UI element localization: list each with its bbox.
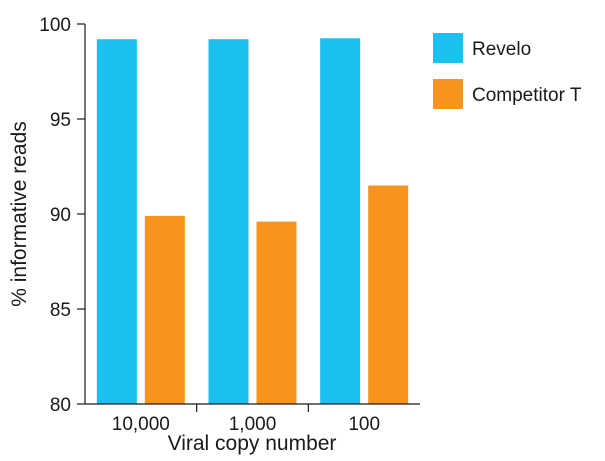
- y-ticks: 80 85 90 95 100: [39, 15, 85, 416]
- bar-competitor-t-2: [368, 186, 408, 405]
- y-axis-label: % informative reads: [8, 121, 31, 307]
- y-tick-label: 90: [50, 205, 71, 226]
- x-axis-label: Viral copy number: [168, 432, 337, 455]
- legend-label: Revelo: [472, 39, 531, 60]
- x-tick-label: 10,000: [112, 414, 170, 435]
- bar-revelo-0: [97, 39, 137, 404]
- x-ticks: 10,000 1,000 100: [112, 404, 380, 435]
- y-tick-label: 95: [50, 110, 71, 131]
- bar-competitor-t-1: [257, 222, 297, 404]
- y-tick-label: 80: [50, 395, 71, 416]
- y-tick-label: 100: [39, 15, 71, 36]
- y-tick-label: 85: [50, 300, 71, 321]
- bars-layer: [97, 38, 408, 404]
- x-tick-label: 100: [348, 414, 380, 435]
- legend-swatch-revelo: [433, 33, 463, 63]
- legend-swatch-competitor-t: [433, 79, 463, 109]
- bar-competitor-t-0: [145, 216, 185, 404]
- legend-label: Competitor T: [472, 85, 582, 106]
- legend: Revelo Competitor T: [433, 33, 582, 109]
- bar-revelo-1: [209, 39, 249, 404]
- bar-revelo-2: [320, 38, 360, 404]
